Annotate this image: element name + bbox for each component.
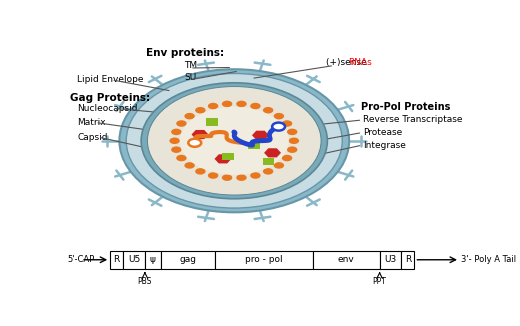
Circle shape: [236, 101, 246, 107]
Circle shape: [289, 138, 299, 144]
Circle shape: [272, 123, 285, 131]
Circle shape: [222, 101, 232, 107]
Text: R: R: [405, 255, 411, 264]
Bar: [123, 251, 145, 269]
Text: Pro-Pol Proteins: Pro-Pol Proteins: [361, 102, 450, 112]
Text: Matrix: Matrix: [77, 118, 106, 127]
Text: Gag Proteins:: Gag Proteins:: [70, 93, 150, 103]
Text: Capsid: Capsid: [77, 132, 108, 141]
Bar: [161, 251, 215, 269]
Text: Nucleocapsid: Nucleocapsid: [77, 104, 138, 113]
Circle shape: [126, 73, 342, 208]
Circle shape: [263, 168, 274, 175]
Bar: [215, 251, 313, 269]
Text: gag: gag: [179, 255, 197, 264]
Circle shape: [282, 155, 292, 161]
Circle shape: [185, 113, 195, 119]
Bar: [145, 251, 161, 269]
Circle shape: [250, 103, 261, 109]
Circle shape: [148, 87, 320, 195]
Text: pro - pol: pro - pol: [245, 255, 283, 264]
Circle shape: [250, 172, 261, 179]
Text: RNAs: RNAs: [348, 58, 372, 67]
Bar: [313, 251, 380, 269]
Bar: [110, 251, 123, 269]
Text: 3'- Poly A Tail: 3'- Poly A Tail: [461, 255, 516, 264]
Text: SU: SU: [184, 73, 196, 82]
Text: TM: TM: [184, 61, 197, 70]
Text: U3: U3: [384, 255, 397, 264]
Circle shape: [185, 162, 195, 169]
Text: Env proteins:: Env proteins:: [146, 48, 224, 58]
Circle shape: [188, 139, 201, 147]
Circle shape: [148, 87, 321, 195]
Circle shape: [287, 129, 297, 135]
Circle shape: [282, 120, 292, 127]
Circle shape: [171, 129, 181, 135]
Circle shape: [236, 174, 246, 181]
Circle shape: [176, 155, 187, 161]
Circle shape: [263, 107, 274, 113]
Circle shape: [141, 83, 328, 199]
Circle shape: [180, 107, 289, 175]
Circle shape: [222, 174, 232, 181]
Circle shape: [176, 120, 187, 127]
Bar: [380, 251, 401, 269]
Circle shape: [287, 146, 297, 153]
Circle shape: [171, 146, 181, 153]
Text: R: R: [113, 255, 120, 264]
Circle shape: [120, 69, 349, 212]
Bar: [401, 251, 414, 269]
Text: ψ: ψ: [150, 255, 156, 264]
Circle shape: [274, 113, 284, 119]
Text: 5'-CAP: 5'-CAP: [67, 255, 94, 264]
Text: Reverse Transcriptase: Reverse Transcriptase: [363, 115, 463, 125]
Text: Protease: Protease: [363, 128, 402, 137]
Text: PPT: PPT: [373, 277, 386, 286]
Text: Integrase: Integrase: [363, 141, 406, 150]
Text: U5: U5: [128, 255, 140, 264]
Circle shape: [170, 138, 180, 144]
Circle shape: [195, 107, 205, 113]
Text: (+)sense: (+)sense: [326, 58, 370, 67]
Circle shape: [208, 103, 218, 109]
Circle shape: [208, 172, 218, 179]
Text: env: env: [338, 255, 355, 264]
Circle shape: [274, 162, 284, 169]
Circle shape: [195, 168, 205, 175]
Text: Lipid Envelope: Lipid Envelope: [77, 75, 144, 84]
Text: PBS: PBS: [138, 277, 152, 286]
